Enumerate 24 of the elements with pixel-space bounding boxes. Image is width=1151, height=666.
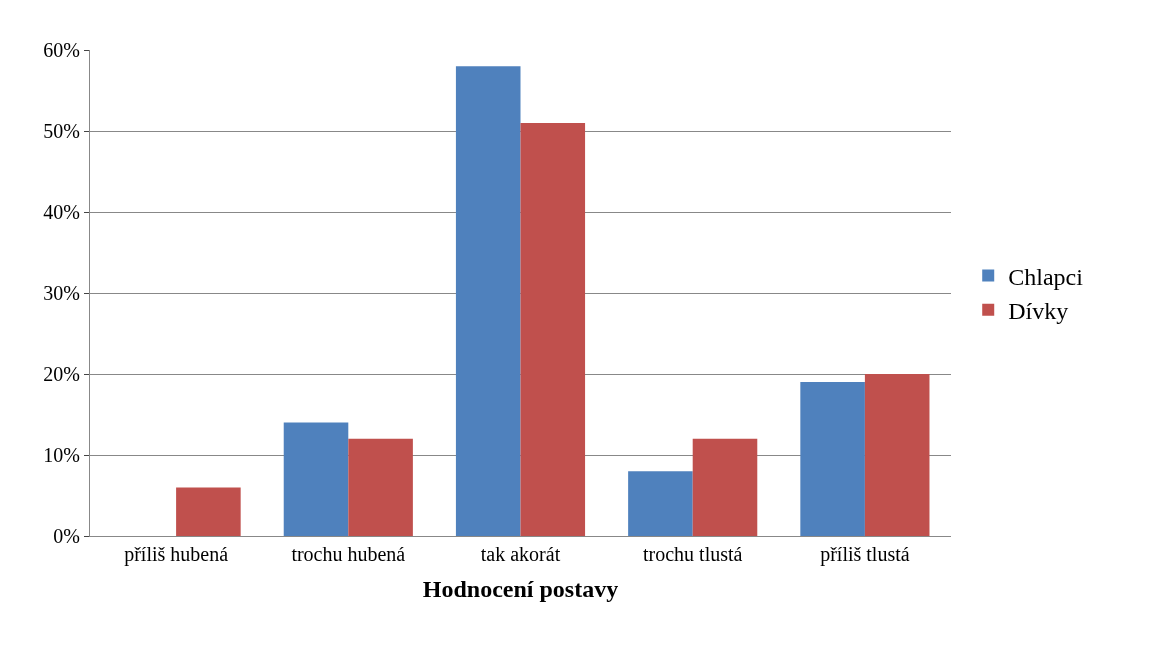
bar (520, 122, 586, 536)
y-tick-label: 20% (43, 363, 80, 385)
x-axis-title: Hodnocení postavy (422, 576, 619, 603)
y-tick-label: 10% (43, 444, 80, 466)
y-tick-label: 0% (53, 525, 80, 547)
bar (800, 382, 865, 536)
x-tick-label: tak akorát (480, 543, 561, 565)
bar (283, 422, 349, 536)
bar (692, 438, 758, 536)
bar (455, 66, 521, 536)
y-tick-label: 60% (43, 39, 80, 61)
x-tick-label: trochu hubená (291, 543, 406, 565)
x-tick-label: příliš tlustá (820, 543, 910, 566)
y-tick-label: 50% (43, 120, 80, 142)
bar (628, 471, 693, 536)
x-tick-label: trochu tlustá (642, 543, 743, 565)
y-tick-label: 40% (43, 201, 80, 223)
legend-label: Chlapci (1008, 263, 1084, 290)
x-tick-label: příliš hubená (124, 543, 229, 566)
bar (176, 487, 241, 536)
y-tick-label: 30% (43, 282, 80, 304)
bar (348, 438, 413, 536)
legend-label: Dívky (1008, 298, 1069, 325)
bar (864, 374, 930, 536)
